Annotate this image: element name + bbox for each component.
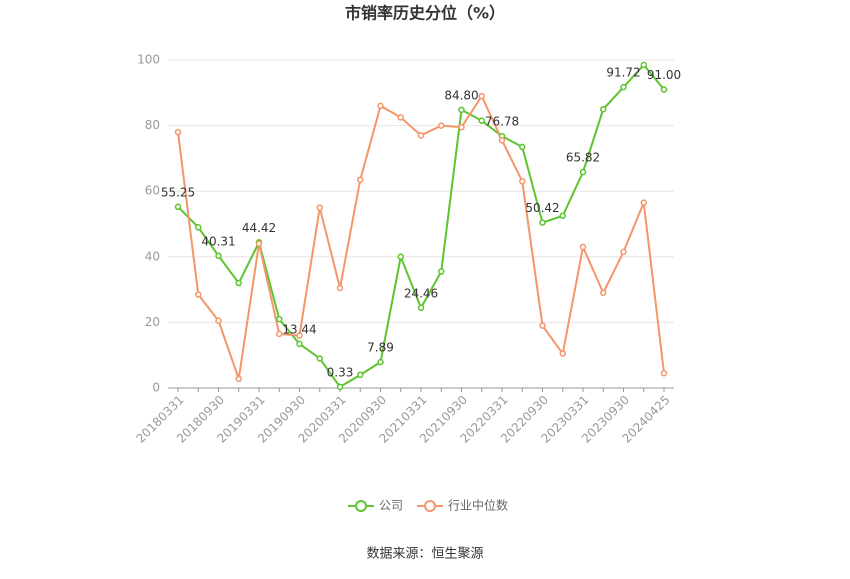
- y-tick-label: 80: [145, 118, 160, 132]
- point: [438, 122, 445, 129]
- point: [478, 92, 485, 100]
- point: [195, 291, 202, 298]
- point: [660, 369, 668, 377]
- point: [195, 224, 202, 231]
- legend: 公司 行业中位数: [348, 498, 508, 513]
- data-label: 55.25: [161, 185, 195, 199]
- point: [357, 176, 364, 183]
- point: [620, 83, 627, 91]
- point: [174, 203, 182, 211]
- point: [640, 61, 647, 69]
- point: [458, 106, 465, 114]
- data-label: 13.44: [282, 322, 316, 336]
- point: [559, 212, 566, 220]
- chart-title: 市销率历史分位（%）: [345, 4, 505, 23]
- point: [377, 358, 384, 366]
- point: [215, 317, 222, 325]
- legend-label: 行业中位数: [448, 498, 508, 513]
- y-tick-label: 40: [145, 249, 160, 263]
- point: [417, 304, 425, 312]
- data-label: 91.72: [606, 66, 640, 80]
- point: [296, 340, 303, 348]
- point: [640, 199, 647, 206]
- y-tick-label: 100: [137, 53, 160, 67]
- point: [579, 168, 587, 176]
- point: [174, 128, 182, 136]
- y-tick-label: 0: [152, 381, 160, 395]
- point: [276, 330, 283, 338]
- point: [600, 105, 607, 113]
- point: [397, 253, 404, 261]
- data-label: 65.82: [566, 151, 600, 165]
- data-label: 76.78: [485, 115, 519, 129]
- point: [539, 219, 546, 226]
- point: [660, 86, 668, 93]
- point: [579, 243, 587, 251]
- point: [600, 289, 607, 297]
- point: [215, 252, 222, 260]
- data-label: 7.89: [367, 341, 394, 355]
- point: [316, 204, 323, 211]
- data-label: 91.00: [647, 68, 681, 82]
- legend-item: 行业中位数: [417, 498, 508, 513]
- y-tick-label: 20: [145, 315, 160, 329]
- point: [357, 371, 364, 379]
- point: [519, 143, 526, 151]
- point: [539, 322, 546, 329]
- point: [559, 350, 566, 357]
- point: [417, 132, 425, 139]
- point: [336, 383, 344, 391]
- point: [620, 248, 627, 256]
- point: [235, 279, 242, 287]
- data-label: 0.33: [327, 365, 354, 379]
- point: [255, 240, 263, 247]
- data-label: 40.31: [201, 234, 235, 248]
- data-label: 50.42: [525, 201, 559, 215]
- point: [316, 355, 323, 362]
- point: [336, 284, 344, 292]
- legend-marker: [355, 500, 367, 512]
- point: [235, 375, 242, 383]
- point: [296, 332, 303, 339]
- point: [519, 178, 526, 185]
- point: [438, 268, 445, 275]
- point: [276, 315, 283, 323]
- point: [377, 102, 384, 110]
- legend-item: 公司: [348, 499, 403, 513]
- y-tick-label: 60: [145, 184, 160, 198]
- point: [458, 123, 465, 131]
- data-label: 84.80: [444, 88, 478, 102]
- legend-label: 公司: [379, 499, 403, 513]
- data-label: 44.42: [242, 221, 276, 235]
- legend-marker: [424, 500, 437, 512]
- point: [397, 114, 404, 121]
- data-label: 24.46: [404, 286, 438, 300]
- source-note: 数据来源：恒生聚源: [366, 547, 483, 562]
- point: [498, 137, 506, 144]
- point: [478, 117, 485, 124]
